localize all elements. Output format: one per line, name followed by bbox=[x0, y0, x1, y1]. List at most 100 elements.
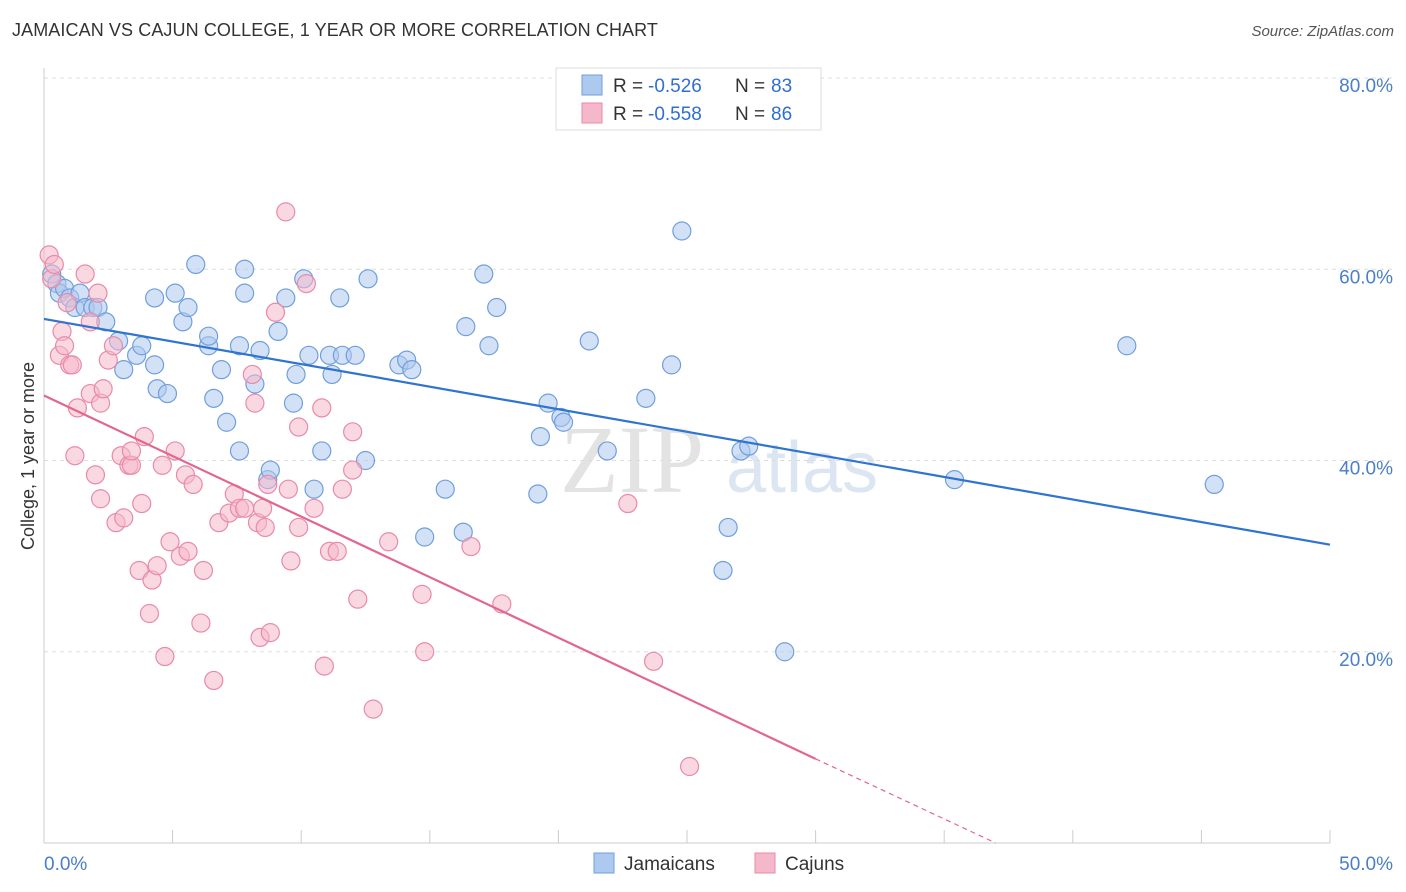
jamaicans-point-53 bbox=[402, 360, 422, 380]
cajuns-point-17 bbox=[90, 489, 111, 509]
cajuns-point-81 bbox=[679, 756, 700, 777]
series-legend-swatch-cajuns bbox=[754, 852, 776, 874]
jamaicans-point-42 bbox=[304, 479, 324, 499]
jamaicans-point-17 bbox=[144, 288, 165, 308]
jamaicans-point-39 bbox=[286, 364, 306, 385]
cajuns-point-60 bbox=[281, 551, 301, 571]
cajuns-point-41 bbox=[191, 613, 211, 633]
cajuns-point-43 bbox=[204, 670, 224, 691]
cajuns-point-69 bbox=[332, 479, 352, 499]
cajuns-point-35 bbox=[160, 532, 180, 552]
y-tick-label-60: 60.0% bbox=[1339, 267, 1393, 288]
cajuns-trend-line-extension bbox=[815, 758, 996, 844]
jamaicans-point-60 bbox=[487, 297, 507, 318]
cajuns-point-32 bbox=[147, 556, 167, 576]
jamaicans-point-57 bbox=[456, 317, 476, 337]
jamaicans-point-50 bbox=[358, 269, 378, 289]
cajuns-point-62 bbox=[289, 417, 309, 437]
jamaicans-point-65 bbox=[553, 412, 574, 432]
cajuns-trend-line bbox=[43, 394, 817, 760]
x-tick-marks bbox=[43, 830, 1331, 843]
jamaicans-point-27 bbox=[217, 412, 237, 432]
cajuns-point-70 bbox=[343, 422, 363, 442]
cajuns-point-42 bbox=[193, 560, 214, 581]
jamaicans-point-71 bbox=[713, 560, 733, 581]
cajuns-point-5 bbox=[54, 336, 75, 356]
y-tick-labels: 20.0% 40.0% 60.0% 80.0% bbox=[1339, 76, 1393, 671]
cajuns-point-6 bbox=[57, 293, 77, 313]
cajuns-point-72 bbox=[348, 589, 368, 609]
jamaicans-point-75 bbox=[775, 642, 795, 662]
jamaicans-point-19 bbox=[157, 383, 178, 404]
jamaicans-point-15 bbox=[144, 355, 165, 375]
cajuns-point-34 bbox=[155, 646, 175, 667]
cajuns-point-77 bbox=[461, 536, 481, 557]
cajuns-point-26 bbox=[121, 441, 142, 461]
cajuns-point-55 bbox=[258, 474, 278, 495]
legend-swatch-jamaicans bbox=[581, 74, 603, 96]
jamaicans-point-69 bbox=[661, 355, 682, 375]
cajuns-point-28 bbox=[132, 493, 152, 514]
cajuns-point-50 bbox=[245, 393, 265, 413]
cajuns-point-65 bbox=[312, 398, 332, 418]
cajuns-point-14 bbox=[85, 465, 106, 485]
jamaicans-point-30 bbox=[235, 283, 255, 303]
jamaicans-point-24 bbox=[199, 326, 219, 346]
series-legend-swatch-jamaicans bbox=[593, 852, 615, 874]
legend-r-label-2: R = bbox=[613, 104, 643, 125]
cajuns-point-71 bbox=[343, 460, 363, 480]
cajuns-point-9 bbox=[65, 446, 85, 466]
cajuns-point-59 bbox=[278, 479, 298, 499]
cajuns-point-74 bbox=[379, 532, 399, 552]
cajuns-point-15 bbox=[88, 283, 108, 303]
jamaicans-point-49 bbox=[355, 450, 376, 471]
legend-n-value-2: 86 bbox=[771, 104, 792, 125]
cajuns-point-79 bbox=[618, 493, 638, 514]
jamaicans-point-54 bbox=[415, 527, 435, 547]
legend-r-value-2: -0.558 bbox=[648, 104, 702, 125]
jamaicans-point-12 bbox=[114, 360, 134, 380]
jamaicans-point-14 bbox=[132, 336, 152, 356]
jamaicans-point-61 bbox=[528, 484, 548, 504]
jamaicans-point-37 bbox=[276, 288, 296, 308]
jamaicans-point-48 bbox=[345, 345, 365, 365]
jamaicans-point-18 bbox=[165, 283, 185, 303]
cajuns-point-33 bbox=[152, 455, 172, 475]
legend-n-label-2: N = bbox=[735, 104, 765, 125]
jamaicans-point-29 bbox=[229, 441, 250, 461]
cajuns-point-48 bbox=[235, 498, 255, 518]
cajuns-point-75 bbox=[412, 584, 432, 604]
jamaicans-point-36 bbox=[268, 321, 288, 342]
jamaicans-point-21 bbox=[178, 297, 198, 318]
trend-lines bbox=[43, 317, 1331, 844]
cajuns-point-30 bbox=[139, 603, 160, 624]
jamaicans-point-22 bbox=[186, 254, 206, 275]
legend-r-label-1: R = bbox=[613, 76, 643, 97]
cajuns-point-68 bbox=[327, 541, 347, 561]
jamaicans-point-68 bbox=[636, 388, 656, 408]
cajuns-point-64 bbox=[304, 498, 324, 518]
jamaicans-point-59 bbox=[479, 336, 499, 356]
jamaicans-trend-line bbox=[43, 317, 1331, 546]
jamaicans-point-28 bbox=[229, 336, 250, 356]
cajuns-point-40 bbox=[183, 474, 203, 495]
jamaicans-point-25 bbox=[204, 388, 224, 408]
legend-swatch-cajuns bbox=[581, 102, 603, 124]
series-legend-label-cajuns: Cajuns bbox=[785, 854, 844, 875]
cajuns-point-61 bbox=[289, 517, 309, 538]
x-tick-label-max: 50.0% bbox=[1339, 854, 1393, 875]
jamaicans-point-70 bbox=[672, 221, 692, 241]
cajuns-point-8 bbox=[62, 355, 82, 375]
chart-title: JAMAICAN VS CAJUN COLLEGE, 1 YEAR OR MOR… bbox=[12, 20, 659, 40]
jamaicans-point-74 bbox=[739, 436, 759, 456]
cajuns-point-63 bbox=[296, 273, 316, 294]
jamaicans-point-38 bbox=[283, 393, 304, 413]
jamaicans-point-72 bbox=[718, 517, 738, 538]
jamaicans-point-62 bbox=[530, 426, 550, 447]
y-tick-label-40: 40.0% bbox=[1339, 459, 1393, 480]
cajuns-point-18 bbox=[93, 379, 113, 399]
cajuns-point-54 bbox=[255, 517, 275, 538]
series-legend-label-jamaicans: Jamaicans bbox=[624, 854, 715, 875]
y-tick-label-80: 80.0% bbox=[1339, 76, 1393, 97]
cajuns-point-20 bbox=[103, 336, 124, 356]
